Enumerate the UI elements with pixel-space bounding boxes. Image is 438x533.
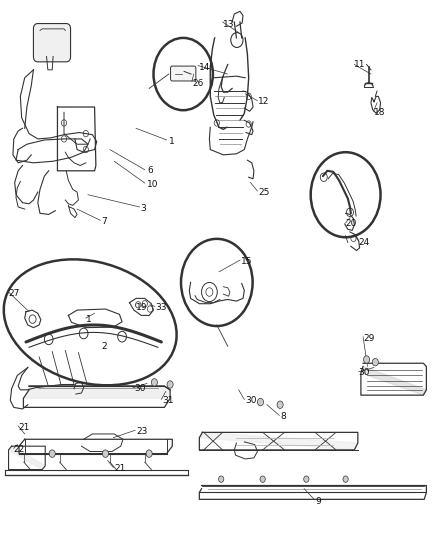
Text: 26: 26 bbox=[193, 78, 204, 87]
Text: 10: 10 bbox=[147, 180, 159, 189]
Text: 25: 25 bbox=[258, 188, 270, 197]
Polygon shape bbox=[9, 446, 45, 470]
Text: 11: 11 bbox=[354, 60, 366, 69]
Polygon shape bbox=[361, 367, 426, 395]
Polygon shape bbox=[199, 432, 358, 450]
Circle shape bbox=[79, 328, 88, 339]
Text: 6: 6 bbox=[147, 166, 153, 175]
Circle shape bbox=[277, 401, 283, 408]
Circle shape bbox=[219, 476, 224, 482]
Text: 23: 23 bbox=[136, 427, 148, 436]
Polygon shape bbox=[23, 386, 170, 398]
Text: 30: 30 bbox=[359, 368, 370, 377]
Text: 15: 15 bbox=[241, 257, 252, 265]
Text: 33: 33 bbox=[155, 303, 167, 312]
Text: 7: 7 bbox=[101, 217, 107, 226]
Text: 12: 12 bbox=[258, 97, 270, 106]
Text: 31: 31 bbox=[162, 396, 174, 405]
Circle shape bbox=[102, 450, 109, 457]
Circle shape bbox=[49, 450, 55, 457]
Text: 14: 14 bbox=[199, 63, 211, 71]
Text: 9: 9 bbox=[315, 497, 321, 506]
Text: 13: 13 bbox=[223, 20, 235, 29]
Circle shape bbox=[118, 332, 127, 342]
Circle shape bbox=[151, 378, 157, 386]
Text: 8: 8 bbox=[280, 412, 286, 421]
Text: 24: 24 bbox=[359, 238, 370, 247]
FancyBboxPatch shape bbox=[170, 66, 196, 81]
FancyBboxPatch shape bbox=[33, 23, 71, 62]
Text: 30: 30 bbox=[245, 396, 257, 405]
Circle shape bbox=[364, 356, 370, 364]
Text: 2: 2 bbox=[101, 342, 107, 351]
Text: 27: 27 bbox=[9, 288, 20, 297]
Text: 22: 22 bbox=[14, 446, 25, 455]
Text: 30: 30 bbox=[134, 384, 145, 393]
Text: 19: 19 bbox=[136, 303, 148, 312]
Text: 1: 1 bbox=[169, 137, 174, 146]
Text: 18: 18 bbox=[374, 108, 385, 117]
Circle shape bbox=[146, 450, 152, 457]
Circle shape bbox=[372, 359, 378, 366]
Circle shape bbox=[258, 398, 264, 406]
Text: 21: 21 bbox=[18, 423, 29, 432]
Circle shape bbox=[260, 476, 265, 482]
Text: 29: 29 bbox=[363, 334, 374, 343]
Circle shape bbox=[167, 381, 173, 388]
Text: 3: 3 bbox=[141, 204, 146, 213]
Text: 20: 20 bbox=[346, 220, 357, 229]
Circle shape bbox=[304, 476, 309, 482]
Text: 21: 21 bbox=[114, 464, 126, 473]
Text: 1: 1 bbox=[86, 315, 92, 324]
Circle shape bbox=[44, 334, 53, 345]
Circle shape bbox=[343, 476, 348, 482]
